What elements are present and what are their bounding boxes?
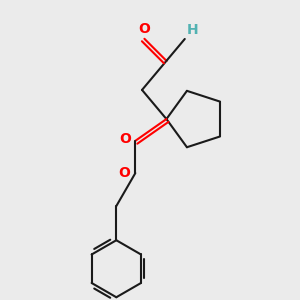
Text: O: O — [119, 132, 131, 146]
Text: O: O — [139, 22, 150, 36]
Text: H: H — [187, 23, 198, 37]
Text: O: O — [118, 166, 130, 180]
